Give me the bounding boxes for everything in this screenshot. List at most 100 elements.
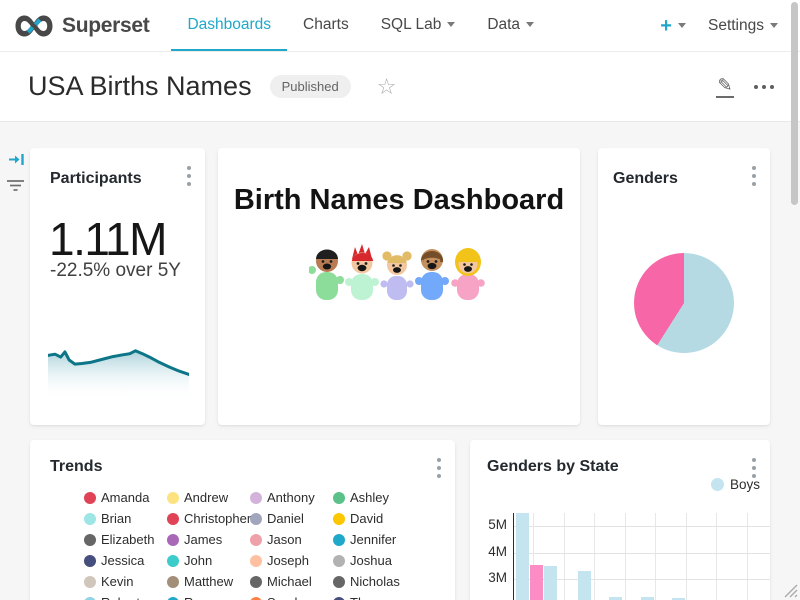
- legend-item-matthew[interactable]: Matthew: [167, 574, 250, 589]
- nav-tab-dashboards[interactable]: Dashboards: [171, 0, 287, 51]
- legend-item-jessica[interactable]: Jessica: [84, 553, 167, 568]
- legend-item-amanda[interactable]: Amanda: [84, 490, 167, 505]
- legend-label: Michael: [267, 574, 312, 589]
- legend-label: James: [184, 532, 222, 547]
- card-headline: Birth Names Dashboard: [218, 148, 580, 425]
- top-navigation: Superset Dashboards Charts SQL Lab Data …: [0, 0, 800, 52]
- chart-kebab-menu-icon[interactable]: [435, 456, 443, 480]
- bar: [609, 597, 622, 600]
- y-axis-tick: 3M: [470, 570, 507, 585]
- chart-title: Genders by State: [487, 458, 619, 476]
- participants-trend-chart: [48, 336, 189, 400]
- legend-dot: [167, 597, 179, 600]
- legend-label: Anthony: [267, 490, 315, 505]
- legend-dot: [250, 576, 262, 588]
- legend-item-jason[interactable]: Jason: [250, 532, 333, 547]
- legend-item-christopher[interactable]: Christopher: [167, 511, 250, 526]
- legend-item-brian[interactable]: Brian: [84, 511, 167, 526]
- legend-dot: [250, 513, 262, 525]
- legend-item-john[interactable]: John: [167, 553, 250, 568]
- more-options-icon[interactable]: [754, 85, 774, 89]
- favorite-star-icon[interactable]: ☆: [377, 76, 397, 98]
- legend-item-boys[interactable]: Boys: [711, 477, 760, 492]
- published-badge[interactable]: Published: [270, 75, 351, 98]
- nav-tab-data[interactable]: Data: [471, 0, 550, 51]
- legend-item-ryan[interactable]: Ryan: [167, 595, 250, 600]
- legend-item-daniel[interactable]: Daniel: [250, 511, 333, 526]
- legend-label: Ashley: [350, 490, 389, 505]
- legend-label: Joshua: [350, 553, 392, 568]
- chart-kebab-menu-icon[interactable]: [185, 164, 193, 188]
- superset-logo[interactable]: Superset: [0, 0, 159, 51]
- legend-item-andrew[interactable]: Andrew: [167, 490, 250, 505]
- legend-item-jennifer[interactable]: Jennifer: [333, 532, 416, 547]
- chevron-down-icon: [770, 23, 778, 28]
- legend-item-sarah[interactable]: Sarah: [250, 595, 333, 600]
- legend-dot: [167, 492, 179, 504]
- nav-tab-sql-lab[interactable]: SQL Lab: [365, 0, 472, 51]
- legend-item-david[interactable]: David: [333, 511, 416, 526]
- chart-title: Trends: [50, 458, 102, 476]
- chart-kebab-menu-icon[interactable]: [750, 164, 758, 188]
- header-actions: ✎: [716, 52, 774, 122]
- legend-item-ashley[interactable]: Ashley: [333, 490, 416, 505]
- bar: [641, 597, 654, 600]
- dashboard-header: USA Births Names Published ☆ ✎: [0, 52, 800, 122]
- legend-dot: [333, 597, 345, 600]
- infinity-logo-icon: [14, 13, 54, 39]
- bar: [544, 566, 557, 600]
- genders-pie-chart: [634, 253, 734, 353]
- legend-item-anthony[interactable]: Anthony: [250, 490, 333, 505]
- chevron-down-icon: [526, 22, 534, 27]
- legend-label: John: [184, 553, 212, 568]
- legend-dot: [250, 555, 262, 567]
- legend-label: Brian: [101, 511, 131, 526]
- legend-dot: [333, 513, 345, 525]
- legend-item-robert[interactable]: Robert: [84, 595, 167, 600]
- chart-title: Participants: [50, 170, 142, 188]
- legend-item-elizabeth[interactable]: Elizabeth: [84, 532, 167, 547]
- legend-dot: [84, 534, 96, 546]
- brand-name: Superset: [62, 14, 149, 38]
- pencil-icon: ✎: [716, 76, 734, 94]
- new-item-button[interactable]: +: [660, 16, 686, 36]
- card-trends: Trends AmandaAndrew Anthony Ashley Brian Chr…: [30, 440, 455, 600]
- legend-item-nicholas[interactable]: Nicholas: [333, 574, 416, 589]
- nav-tab-charts[interactable]: Charts: [287, 0, 365, 51]
- chevron-down-icon: [678, 23, 686, 28]
- card-genders-by-state: Genders by State Boys 5M4M3M: [470, 440, 770, 600]
- bar: [516, 513, 529, 600]
- legend-dot: [84, 513, 96, 525]
- legend-dot: [333, 555, 345, 567]
- legend-dot: [711, 478, 724, 491]
- legend-item-joseph[interactable]: Joseph: [250, 553, 333, 568]
- filter-funnel-icon[interactable]: [6, 178, 25, 193]
- legend-item-thomas[interactable]: Thomas: [333, 595, 416, 600]
- card-participants: Participants 1.11M -22.5% over 5Y: [30, 148, 205, 425]
- nav-right-group: + Settings: [660, 0, 800, 51]
- legend-dot: [167, 534, 179, 546]
- legend-dot: [333, 534, 345, 546]
- expand-filter-bar-icon[interactable]: [8, 151, 25, 168]
- settings-menu[interactable]: Settings: [708, 17, 778, 35]
- legend-label: Thomas: [350, 595, 397, 600]
- legend-dot: [84, 597, 96, 600]
- edit-dashboard-button[interactable]: ✎: [716, 76, 734, 98]
- legend-dot: [84, 492, 96, 504]
- chevron-down-icon: [447, 22, 455, 27]
- page-title: USA Births Names: [28, 71, 252, 102]
- legend-label: Boys: [730, 477, 760, 492]
- legend-item-james[interactable]: James: [167, 532, 250, 547]
- legend-label: Nicholas: [350, 574, 400, 589]
- chart-title: Genders: [613, 170, 678, 188]
- nav-items: Dashboards Charts SQL Lab Data: [171, 0, 550, 51]
- legend-item-kevin[interactable]: Kevin: [84, 574, 167, 589]
- legend-dot: [250, 597, 262, 600]
- legend-label: Robert: [101, 595, 140, 600]
- legend-item-michael[interactable]: Michael: [250, 574, 333, 589]
- legend-dot: [250, 492, 262, 504]
- resize-handle-icon[interactable]: [783, 583, 798, 598]
- vertical-scrollbar[interactable]: [791, 2, 798, 205]
- legend-item-joshua[interactable]: Joshua: [333, 553, 416, 568]
- plus-icon: +: [660, 16, 672, 36]
